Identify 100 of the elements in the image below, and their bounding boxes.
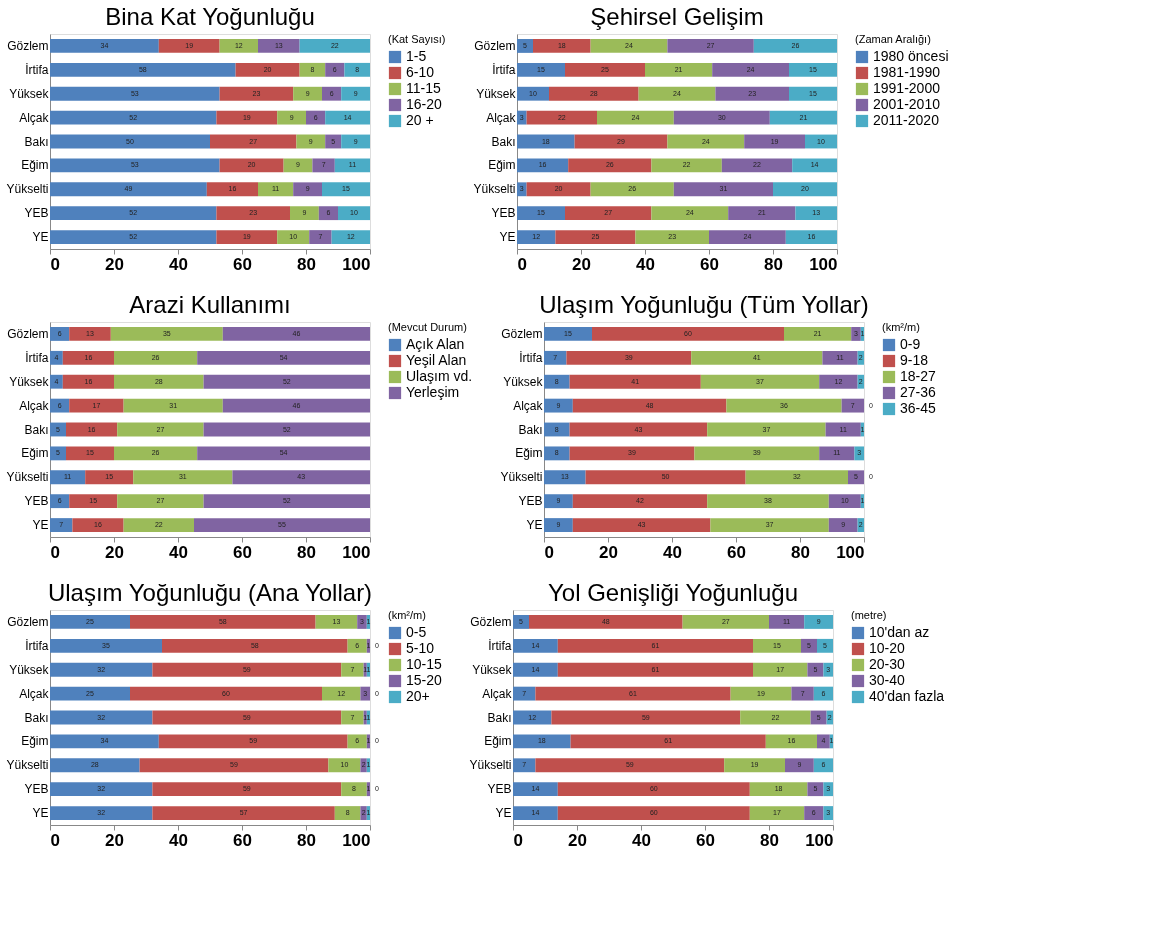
y-tick-label: YEB (24, 782, 49, 797)
x-tick-label: 60 (727, 542, 746, 562)
y-tick-label: YE (32, 230, 49, 245)
chart-title: Arazi Kullanımı (129, 291, 291, 318)
legend-label: 2001-2010 (873, 96, 941, 112)
x-tick-label: 20 (105, 254, 124, 274)
y-tick-label: Yükselti (6, 182, 49, 197)
legend-title: (km²/m) (882, 321, 920, 333)
y-tick-label: Yüksek (9, 374, 50, 389)
legend-title: (metre) (851, 609, 887, 621)
y-tick-label: Bakı (487, 710, 512, 725)
x-tick-label: 100 (805, 830, 834, 850)
y-tick-label: Yüksek (9, 662, 50, 677)
y-tick-label: Yükselti (6, 470, 49, 485)
legend-label: 15-20 (406, 672, 443, 688)
y-tick-label: Alçak (486, 110, 517, 125)
legend-label: 16-20 (406, 96, 443, 112)
legend-label: 30-40 (869, 672, 906, 688)
y-tick-label: Eğim (21, 446, 49, 461)
chart-title: Yol Genişliği Yoğunluğu (548, 579, 798, 606)
y-tick-label: Bakı (491, 134, 516, 149)
x-tick-label: 20 (105, 830, 124, 850)
y-tick-label: Gözlem (7, 614, 49, 629)
legend-label: 11-15 (406, 80, 441, 96)
chart-title: Bina Kat Yoğunluğu (105, 3, 315, 30)
y-tick-label: Gözlem (7, 38, 49, 53)
y-tick-label: Bakı (24, 134, 49, 149)
y-tick-label: Gözlem (7, 326, 49, 341)
legend-title: (Mevcut Durum) (388, 321, 467, 333)
y-tick-label: Bakı (24, 710, 49, 725)
legend-label: Ulaşım vd. (406, 368, 473, 384)
chart-title: Ulaşım Yoğunluğu (Tüm Yollar) (539, 291, 869, 318)
y-tick-label: Gözlem (470, 614, 512, 629)
legend-label: 0-5 (406, 624, 427, 640)
x-tick-label: 0 (50, 542, 60, 562)
y-tick-label: İrtifa (25, 62, 49, 77)
y-tick-label: İrtifa (488, 638, 512, 653)
legend-label: 20 + (406, 112, 434, 128)
x-tick-label: 100 (342, 542, 371, 562)
y-tick-label: İrtifa (492, 62, 516, 77)
x-tick-label: 0 (517, 254, 527, 274)
legend-title: (Kat Sayısı) (388, 33, 446, 45)
x-tick-label: 40 (636, 254, 655, 274)
x-tick-label: 40 (632, 830, 651, 850)
x-tick-label: 60 (696, 830, 715, 850)
x-tick-label: 80 (764, 254, 783, 274)
x-tick-label: 60 (233, 254, 252, 274)
x-tick-label: 60 (700, 254, 719, 274)
legend-label: 10'dan az (869, 624, 930, 640)
y-tick-label: Eğim (21, 158, 49, 173)
legend-label: 6-10 (406, 64, 435, 80)
x-tick-label: 80 (760, 830, 779, 850)
y-tick-label: İrtifa (519, 350, 543, 365)
y-tick-label: Gözlem (474, 38, 516, 53)
legend-label: 1980 öncesi (873, 48, 949, 64)
x-tick-label: 0 (50, 254, 60, 274)
y-tick-label: Yüksek (503, 374, 544, 389)
y-tick-label: YEB (24, 206, 49, 221)
y-tick-label: Bakı (24, 422, 49, 437)
legend-label: 2011-2020 (873, 112, 940, 128)
legend-label: 20-30 (869, 656, 906, 672)
y-tick-label: YEB (518, 494, 543, 509)
y-tick-label: YEB (487, 782, 512, 797)
x-tick-label: 40 (169, 254, 188, 274)
legend-label: Açık Alan (406, 336, 465, 352)
y-tick-label: Eğim (488, 158, 516, 173)
legend-title: (km²/m) (388, 609, 426, 621)
legend-label: 0-9 (900, 336, 921, 352)
y-tick-label: İrtifa (25, 350, 49, 365)
legend-label: 36-45 (900, 400, 937, 416)
y-tick-label: Yüksek (472, 662, 513, 677)
y-tick-label: Alçak (482, 686, 513, 701)
y-tick-label: Yüksek (476, 86, 517, 101)
y-tick-label: Alçak (513, 398, 544, 413)
y-tick-label: Alçak (19, 686, 50, 701)
y-tick-label: YE (526, 518, 543, 533)
chart-title: Şehirsel Gelişim (590, 3, 764, 30)
legend-label: 40'dan fazla (869, 688, 945, 704)
legend-label: 10-15 (406, 656, 443, 672)
y-tick-label: YE (32, 518, 49, 533)
y-tick-label: YEB (491, 206, 516, 221)
y-tick-label: YE (499, 230, 516, 245)
x-tick-label: 60 (233, 830, 252, 850)
x-tick-label: 100 (809, 254, 838, 274)
y-tick-label: Yüksek (9, 86, 50, 101)
y-tick-label: YE (32, 806, 49, 821)
legend-label: Yeşil Alan (406, 352, 467, 368)
x-tick-label: 20 (105, 542, 124, 562)
x-tick-label: 20 (568, 830, 587, 850)
y-tick-label: Eğim (515, 446, 543, 461)
x-tick-label: 100 (342, 254, 371, 274)
legend-label: 1991-2000 (873, 80, 941, 96)
x-tick-label: 80 (297, 542, 316, 562)
legend-label: 20+ (406, 688, 430, 704)
legend-label: 27-36 (900, 384, 937, 400)
legend-label: 10-20 (869, 640, 906, 656)
y-tick-label: Yükselti (473, 182, 516, 197)
x-tick-label: 100 (836, 542, 865, 562)
y-tick-label: Eğim (484, 734, 512, 749)
x-tick-label: 20 (599, 542, 618, 562)
